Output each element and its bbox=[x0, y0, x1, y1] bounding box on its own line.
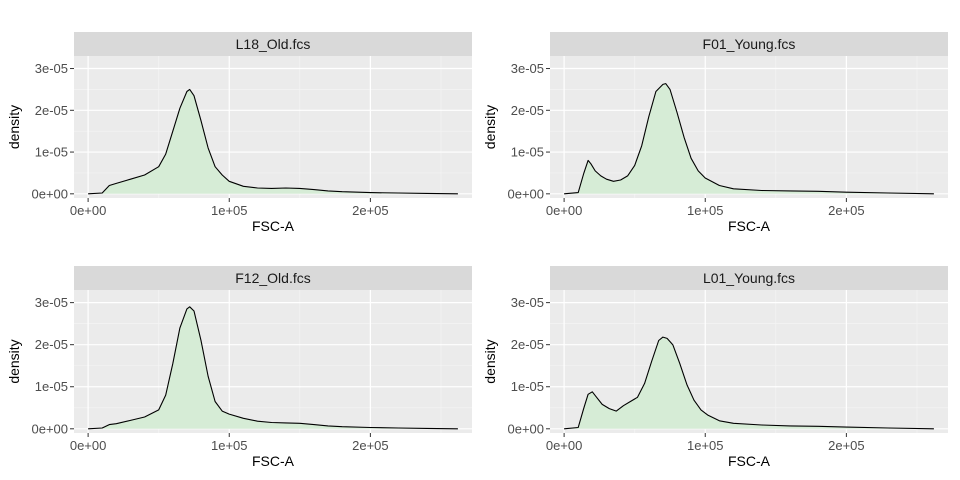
y-tick-label: 1e-05 bbox=[511, 379, 544, 394]
density-area bbox=[88, 306, 458, 429]
panel-background bbox=[550, 56, 948, 198]
x-tick-label: 1e+05 bbox=[687, 203, 724, 218]
panel-background bbox=[74, 56, 472, 198]
facet-strip-title: F01_Young.fcs bbox=[703, 36, 796, 52]
facet-strip bbox=[550, 266, 948, 290]
y-tick-label: 3e-05 bbox=[511, 295, 544, 310]
y-tick-label: 3e-05 bbox=[35, 61, 68, 76]
density-area bbox=[564, 337, 934, 429]
y-tick-label: 0e+00 bbox=[507, 421, 544, 436]
y-axis-title: density bbox=[6, 339, 22, 383]
panel-background bbox=[74, 290, 472, 433]
x-tick-label: 2e+05 bbox=[352, 438, 389, 453]
x-axis-title: FSC-A bbox=[252, 218, 295, 234]
y-tick-label: 0e+00 bbox=[31, 421, 68, 436]
x-axis-title: FSC-A bbox=[252, 453, 295, 469]
x-axis-title: FSC-A bbox=[728, 218, 771, 234]
density-line bbox=[564, 336, 934, 430]
y-tick-label: 3e-05 bbox=[35, 295, 68, 310]
x-tick-label: 0e+00 bbox=[70, 438, 107, 453]
density-line bbox=[564, 83, 934, 195]
y-axis-title: density bbox=[6, 105, 22, 149]
x-tick-label: 2e+05 bbox=[828, 438, 865, 453]
y-tick-label: 0e+00 bbox=[507, 186, 544, 201]
y-tick-label: 1e-05 bbox=[35, 145, 68, 160]
y-tick-label: 0e+00 bbox=[31, 186, 68, 201]
panel-background bbox=[550, 290, 948, 433]
y-tick-label: 2e-05 bbox=[511, 337, 544, 352]
density-line bbox=[88, 306, 458, 430]
facet-panel: F01_Young.fcs 0e+00 1e-05 2e-05 3e-05 0e+00 1e… bbox=[482, 32, 948, 234]
y-tick-label: 1e-05 bbox=[35, 379, 68, 394]
facet-strip bbox=[74, 266, 472, 290]
facet-panel: L18_Old.fcs 0e+00 1e-05 2e-05 3e-05 0e+00 1e+0… bbox=[6, 32, 472, 234]
density-area bbox=[564, 83, 934, 194]
x-tick-label: 1e+05 bbox=[211, 438, 248, 453]
facet-strip-title: L01_Young.fcs bbox=[703, 270, 795, 286]
x-tick-label: 2e+05 bbox=[828, 203, 865, 218]
facet-panel: F12_Old.fcs 0e+00 1e-05 2e-05 3e-05 0e+00 1e+0… bbox=[6, 266, 472, 469]
x-tick-label: 0e+00 bbox=[70, 203, 107, 218]
density-line bbox=[88, 88, 458, 195]
x-tick-label: 0e+00 bbox=[546, 203, 583, 218]
x-tick-label: 0e+00 bbox=[546, 438, 583, 453]
x-tick-label: 2e+05 bbox=[352, 203, 389, 218]
y-tick-label: 1e-05 bbox=[511, 145, 544, 160]
facet-strip-title: L18_Old.fcs bbox=[236, 36, 311, 52]
y-tick-label: 2e-05 bbox=[511, 103, 544, 118]
x-tick-label: 1e+05 bbox=[211, 203, 248, 218]
facet-strip bbox=[74, 32, 472, 56]
facet-panel: L01_Young.fcs 0e+00 1e-05 2e-05 3e-05 0e+00 1e… bbox=[482, 266, 948, 469]
facet-strip-title: F12_Old.fcs bbox=[235, 270, 310, 286]
y-axis-title: density bbox=[482, 105, 498, 149]
y-axis-title: density bbox=[482, 339, 498, 383]
x-tick-label: 1e+05 bbox=[687, 438, 724, 453]
y-tick-label: 2e-05 bbox=[35, 103, 68, 118]
y-tick-label: 3e-05 bbox=[511, 61, 544, 76]
density-area bbox=[88, 89, 458, 194]
facet-strip bbox=[550, 32, 948, 56]
x-axis-title: FSC-A bbox=[728, 453, 771, 469]
y-tick-label: 2e-05 bbox=[35, 337, 68, 352]
